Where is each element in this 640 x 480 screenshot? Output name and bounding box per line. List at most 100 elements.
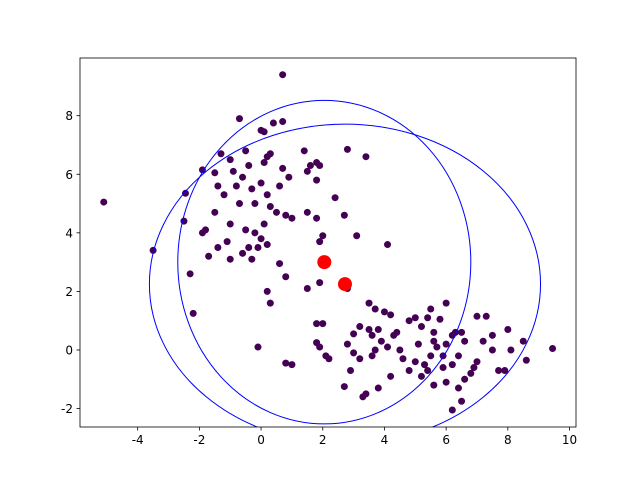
axes-frame bbox=[79, 57, 577, 428]
data-point bbox=[454, 384, 462, 392]
data-point bbox=[263, 153, 271, 161]
data-point bbox=[263, 191, 271, 199]
data-point bbox=[377, 337, 385, 345]
data-point bbox=[356, 323, 364, 331]
data-point bbox=[461, 375, 469, 383]
data-point bbox=[414, 340, 422, 348]
data-point bbox=[266, 299, 274, 307]
y-tick-label: 8 bbox=[65, 109, 73, 123]
y-tick-label: 0 bbox=[65, 343, 73, 357]
data-point bbox=[365, 325, 373, 333]
data-point bbox=[303, 208, 311, 216]
data-point bbox=[430, 337, 438, 345]
data-point bbox=[248, 185, 256, 193]
data-point bbox=[232, 182, 240, 190]
data-point bbox=[461, 337, 469, 345]
data-point bbox=[454, 352, 462, 360]
data-point bbox=[368, 331, 376, 339]
data-point bbox=[470, 364, 478, 372]
data-point bbox=[313, 214, 321, 222]
data-point bbox=[343, 340, 351, 348]
data-point bbox=[417, 323, 425, 331]
x-tick-label: 8 bbox=[504, 433, 512, 447]
data-point bbox=[254, 343, 262, 351]
data-point bbox=[433, 343, 441, 351]
data-point bbox=[235, 200, 243, 208]
data-point bbox=[384, 241, 392, 249]
data-point bbox=[387, 311, 395, 319]
plot-area bbox=[100, 71, 557, 427]
data-point bbox=[279, 71, 287, 79]
data-point bbox=[488, 331, 496, 339]
data-point bbox=[248, 255, 256, 263]
data-point bbox=[343, 145, 351, 153]
data-point bbox=[356, 355, 364, 363]
data-point bbox=[257, 179, 265, 187]
data-point bbox=[276, 182, 284, 190]
data-point bbox=[186, 270, 194, 278]
data-point bbox=[220, 191, 228, 199]
data-point bbox=[263, 287, 271, 295]
data-point bbox=[211, 208, 219, 216]
x-tick-label: 2 bbox=[319, 433, 327, 447]
data-point bbox=[430, 328, 438, 336]
data-point bbox=[279, 164, 287, 172]
data-point bbox=[263, 241, 271, 249]
data-point bbox=[387, 372, 395, 380]
data-point bbox=[436, 315, 444, 323]
data-point bbox=[260, 128, 268, 136]
data-point bbox=[393, 328, 401, 336]
data-point bbox=[100, 198, 108, 206]
data-point bbox=[149, 246, 157, 254]
data-point bbox=[417, 372, 425, 380]
data-point bbox=[272, 208, 280, 216]
data-point bbox=[260, 220, 268, 228]
data-point bbox=[198, 166, 206, 174]
data-point bbox=[325, 355, 333, 363]
data-point bbox=[473, 312, 481, 320]
data-point bbox=[279, 118, 287, 126]
data-point bbox=[411, 358, 419, 366]
data-point bbox=[254, 243, 262, 251]
data-point bbox=[458, 397, 466, 405]
data-point bbox=[282, 273, 290, 281]
data-point bbox=[340, 211, 348, 219]
data-point bbox=[405, 366, 413, 374]
data-point bbox=[316, 279, 324, 287]
data-point bbox=[300, 147, 308, 155]
data-point bbox=[242, 147, 250, 155]
data-point bbox=[473, 358, 481, 366]
data-point bbox=[242, 226, 250, 234]
data-point bbox=[442, 378, 450, 386]
data-point bbox=[235, 115, 243, 123]
data-point bbox=[223, 238, 231, 246]
y-tick-label: 2 bbox=[65, 285, 73, 299]
center-point bbox=[317, 255, 332, 270]
y-tick-label: 4 bbox=[65, 226, 73, 240]
data-point bbox=[347, 366, 355, 374]
data-point bbox=[316, 343, 324, 351]
data-point bbox=[549, 345, 557, 353]
data-point bbox=[285, 173, 293, 181]
data-point bbox=[374, 325, 382, 333]
data-point bbox=[374, 384, 382, 392]
data-point bbox=[269, 119, 277, 127]
data-point bbox=[368, 352, 376, 360]
data-point bbox=[458, 328, 466, 336]
data-point bbox=[282, 211, 290, 219]
data-point bbox=[350, 330, 358, 338]
data-point bbox=[411, 314, 419, 322]
data-point bbox=[198, 229, 206, 237]
data-point bbox=[353, 232, 361, 240]
data-point bbox=[430, 381, 438, 389]
data-point bbox=[427, 305, 435, 313]
data-point bbox=[214, 182, 222, 190]
data-point bbox=[313, 320, 321, 328]
data-point bbox=[350, 349, 358, 357]
data-point bbox=[365, 299, 373, 307]
data-point bbox=[226, 156, 234, 164]
data-point bbox=[442, 299, 450, 307]
data-point bbox=[362, 153, 370, 161]
data-point bbox=[371, 305, 379, 313]
